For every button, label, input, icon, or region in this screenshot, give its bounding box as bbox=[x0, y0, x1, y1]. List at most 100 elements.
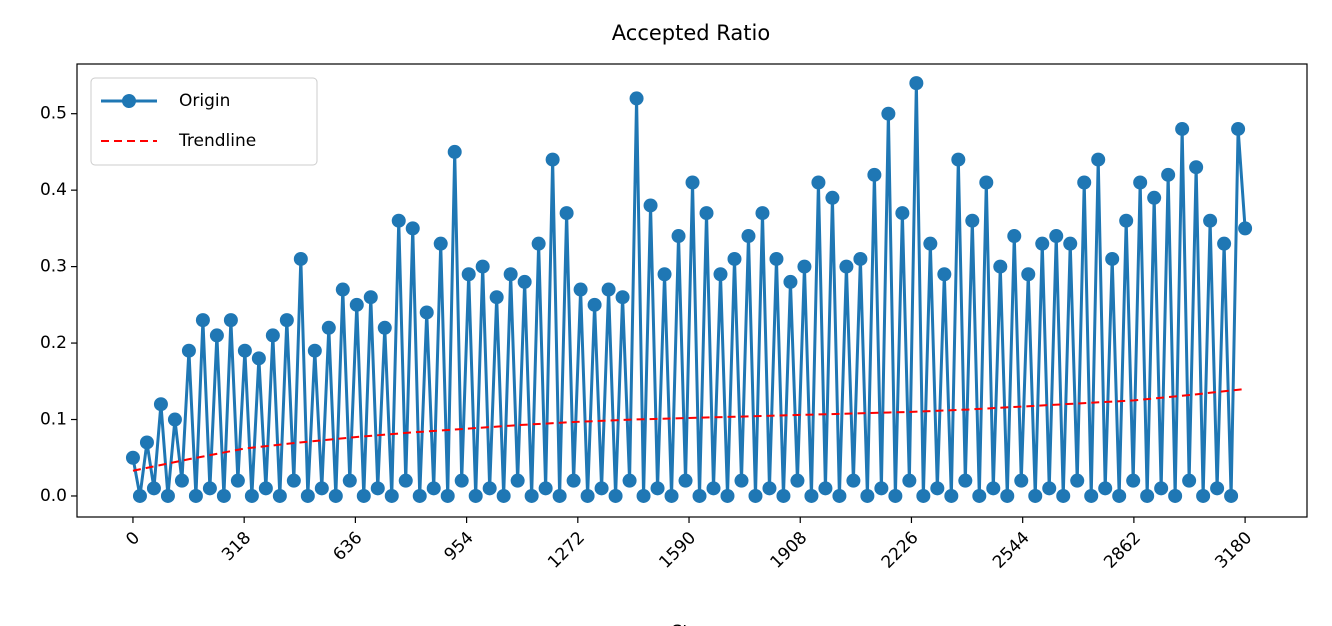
data-point bbox=[216, 488, 231, 503]
data-point bbox=[951, 152, 966, 167]
data-point bbox=[398, 473, 413, 488]
data-point bbox=[916, 488, 931, 503]
data-point bbox=[132, 488, 147, 503]
data-point bbox=[769, 251, 784, 266]
data-point bbox=[489, 290, 504, 305]
data-point bbox=[1035, 236, 1050, 251]
data-point bbox=[566, 473, 581, 488]
data-point bbox=[1098, 481, 1113, 496]
data-point bbox=[1112, 488, 1127, 503]
x-tick-label: 2544 bbox=[989, 528, 1034, 573]
data-point bbox=[531, 236, 546, 251]
data-point bbox=[636, 488, 651, 503]
x-tick-label: 954 bbox=[441, 528, 478, 565]
data-point bbox=[307, 343, 322, 358]
data-point bbox=[244, 488, 259, 503]
data-point bbox=[153, 397, 168, 412]
data-point bbox=[860, 488, 875, 503]
y-tick-label: 0.3 bbox=[40, 257, 67, 277]
data-point bbox=[1182, 473, 1197, 488]
data-point bbox=[160, 488, 175, 503]
data-point bbox=[594, 481, 609, 496]
legend-label: Trendline bbox=[178, 131, 256, 151]
data-point bbox=[930, 481, 945, 496]
data-point bbox=[286, 473, 301, 488]
data-point bbox=[580, 488, 595, 503]
data-point bbox=[699, 206, 714, 221]
data-point bbox=[370, 481, 385, 496]
data-point bbox=[1175, 121, 1190, 136]
data-point bbox=[895, 206, 910, 221]
y-tick-label: 0.1 bbox=[40, 410, 67, 430]
data-point bbox=[986, 481, 1001, 496]
data-point bbox=[657, 267, 672, 282]
data-point bbox=[1119, 213, 1134, 228]
data-point bbox=[230, 473, 245, 488]
data-point bbox=[902, 473, 917, 488]
data-point bbox=[615, 290, 630, 305]
chart-title: Accepted Ratio bbox=[612, 21, 770, 45]
data-point bbox=[622, 473, 637, 488]
data-point bbox=[1196, 488, 1211, 503]
data-point bbox=[839, 259, 854, 274]
data-point bbox=[1154, 481, 1169, 496]
plot-frame bbox=[76, 63, 1308, 518]
data-point bbox=[209, 328, 224, 343]
data-point bbox=[559, 206, 574, 221]
y-tick-label: 0.5 bbox=[40, 104, 67, 124]
data-point bbox=[1224, 488, 1239, 503]
y-tick-label: 0.2 bbox=[40, 333, 67, 353]
data-point bbox=[783, 274, 798, 289]
data-point bbox=[734, 473, 749, 488]
data-point bbox=[335, 282, 350, 297]
data-point bbox=[1091, 152, 1106, 167]
data-point bbox=[454, 473, 469, 488]
data-point bbox=[671, 229, 686, 244]
data-point bbox=[1203, 213, 1218, 228]
data-point bbox=[825, 190, 840, 205]
y-tick-label: 0.4 bbox=[40, 180, 67, 200]
data-point bbox=[678, 473, 693, 488]
data-point bbox=[167, 412, 182, 427]
data-point bbox=[293, 251, 308, 266]
data-point bbox=[384, 488, 399, 503]
data-point bbox=[965, 213, 980, 228]
series-line bbox=[131, 83, 1247, 497]
data-point bbox=[1140, 488, 1155, 503]
data-point bbox=[776, 488, 791, 503]
data-point bbox=[888, 488, 903, 503]
data-point bbox=[377, 320, 392, 335]
data-point bbox=[1084, 488, 1099, 503]
x-tick-label: 2226 bbox=[878, 528, 923, 573]
data-point bbox=[643, 198, 658, 213]
data-point bbox=[181, 343, 196, 358]
data-point bbox=[1105, 251, 1120, 266]
data-point bbox=[755, 206, 770, 221]
data-point bbox=[258, 481, 273, 496]
data-point bbox=[412, 488, 427, 503]
x-tick-label: 1590 bbox=[655, 528, 700, 573]
data-point bbox=[1217, 236, 1232, 251]
data-point bbox=[874, 481, 889, 496]
data-point bbox=[265, 328, 280, 343]
data-point bbox=[1056, 488, 1071, 503]
data-point bbox=[482, 481, 497, 496]
data-point bbox=[1077, 175, 1092, 190]
data-point bbox=[797, 259, 812, 274]
data-point bbox=[804, 488, 819, 503]
data-point bbox=[846, 473, 861, 488]
data-point bbox=[1161, 167, 1176, 182]
data-point bbox=[909, 76, 924, 91]
data-point bbox=[440, 488, 455, 503]
data-point bbox=[573, 282, 588, 297]
data-point bbox=[1000, 488, 1015, 503]
data-point bbox=[727, 251, 742, 266]
data-point bbox=[1126, 473, 1141, 488]
data-point bbox=[524, 488, 539, 503]
data-point bbox=[1231, 121, 1246, 136]
data-point bbox=[300, 488, 315, 503]
data-point bbox=[545, 152, 560, 167]
x-axis-label: Step bbox=[672, 622, 711, 626]
data-point bbox=[923, 236, 938, 251]
